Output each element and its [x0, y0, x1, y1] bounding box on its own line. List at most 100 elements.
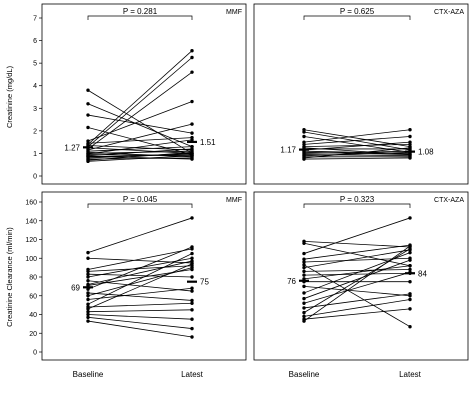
patient-line: [87, 260, 193, 285]
patient-line: [87, 153, 193, 159]
patient-line: [87, 273, 193, 278]
patient-line: [303, 245, 411, 322]
figure-canvas: 0 1 2 3 4 5 6 7 Creatinine (mg/dL) P = 0.281 MMF 1.…: [5, 3, 469, 379]
latest-point: [190, 147, 194, 151]
patient-line: [87, 155, 193, 160]
baseline-point: [302, 310, 306, 315]
y-tick-label: 3: [33, 106, 37, 113]
p-value-bracket: [87, 15, 193, 20]
latest-point: [408, 247, 412, 251]
patient-line: [303, 136, 411, 145]
baseline-point: [86, 159, 90, 164]
latest-point: [190, 265, 194, 270]
patient-line: [87, 267, 193, 297]
y-tick-label: 4: [33, 83, 37, 90]
baseline-point: [86, 125, 90, 130]
patient-line: [303, 242, 411, 267]
latest-point: [190, 326, 194, 331]
baseline-point: [86, 294, 90, 298]
latest-point: [190, 259, 194, 263]
baseline-point: [86, 88, 90, 92]
baseline-point: [302, 263, 306, 267]
patient-line: [303, 150, 411, 154]
baseline-point: [86, 309, 90, 314]
y-tick-label: 20: [29, 331, 37, 338]
patient-line: [87, 50, 193, 145]
group-label: MMF: [226, 9, 242, 16]
latest-point: [408, 250, 412, 255]
latest-point: [190, 49, 194, 53]
patient-line: [87, 103, 193, 148]
panel-frame: [253, 191, 469, 361]
latest-point: [408, 258, 412, 262]
patient-line: [87, 292, 193, 301]
p-value-label: P = 0.045: [123, 195, 158, 204]
patient-line: [87, 280, 193, 292]
patient-line: [303, 147, 411, 159]
baseline-point: [302, 241, 306, 245]
median-label-latest: 1.08: [418, 148, 434, 157]
x-category-label: Latest: [399, 370, 422, 379]
baseline-point: [302, 319, 306, 323]
y-tick-label: 6: [33, 38, 37, 45]
latest-point: [190, 138, 194, 142]
baseline-point: [86, 269, 90, 274]
latest-point: [408, 216, 412, 220]
y-tick-label: 80: [29, 275, 37, 282]
baseline-point: [86, 275, 90, 279]
patient-line: [87, 151, 193, 161]
latest-point: [408, 128, 412, 132]
latest-point: [190, 286, 194, 290]
chart-panel-3: 0 20 40 60 80 100 120 140 160 Creatinine Clearanc…: [5, 191, 247, 361]
latest-point: [190, 99, 194, 104]
patient-line: [87, 89, 193, 154]
latest-point: [190, 151, 194, 156]
baseline-point: [302, 265, 306, 270]
p-value-bracket: [87, 203, 193, 208]
baseline-point: [302, 291, 306, 295]
baseline-point: [86, 272, 90, 276]
latest-point: [190, 157, 194, 161]
patient-line: [87, 253, 193, 305]
p-value-label: P = 0.323: [340, 195, 375, 204]
chart-panel-2: P = 0.625 CTX-AZA 1.17 1.08: [253, 3, 469, 185]
latest-point: [408, 134, 412, 139]
patient-line: [303, 299, 411, 317]
patient-line: [87, 137, 193, 144]
patient-line: [303, 240, 411, 248]
baseline-point: [302, 251, 306, 256]
latest-point: [190, 245, 194, 249]
patient-line: [303, 259, 411, 299]
latest-point: [408, 244, 412, 248]
median-label-baseline: 1.17: [280, 146, 296, 155]
latest-point: [408, 307, 412, 311]
patient-line: [303, 308, 411, 320]
latest-point: [190, 275, 194, 279]
baseline-point: [302, 301, 306, 305]
baseline-point: [86, 297, 90, 302]
baseline-point: [302, 296, 306, 301]
baseline-point: [302, 257, 306, 261]
latest-point: [408, 140, 412, 144]
patient-line: [303, 129, 411, 143]
latest-point: [190, 55, 194, 60]
patient-line: [87, 123, 193, 151]
patient-line: [303, 293, 411, 309]
latest-point: [408, 297, 412, 302]
p-value-bracket: [303, 203, 411, 208]
baseline-point: [302, 273, 306, 277]
panel-frame: [41, 3, 247, 185]
baseline-point: [302, 134, 306, 139]
patient-line: [87, 316, 193, 329]
patient-line: [87, 248, 193, 270]
p-value-bracket: [303, 15, 411, 20]
latest-point: [190, 256, 194, 260]
patient-line: [303, 249, 411, 269]
latest-point: [190, 216, 194, 220]
latest-point: [190, 301, 194, 305]
baseline-point: [302, 157, 306, 161]
y-tick-label: 0: [33, 350, 37, 357]
latest-point: [408, 152, 412, 157]
baseline-point: [86, 279, 90, 283]
latest-point: [408, 267, 412, 272]
